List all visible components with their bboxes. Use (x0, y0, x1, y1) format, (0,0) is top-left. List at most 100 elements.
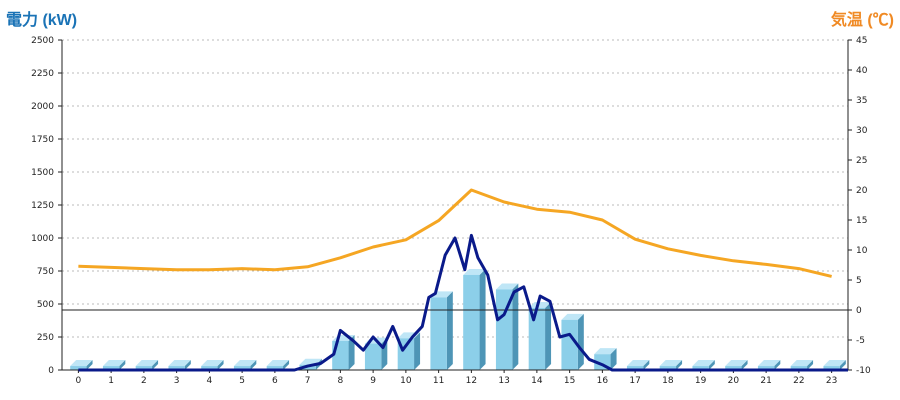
x-tick-label: 7 (305, 376, 311, 386)
left-tick-label: 750 (37, 267, 54, 277)
bar-top (823, 360, 846, 367)
bar-top (757, 360, 781, 367)
x-tick-label: 21 (760, 376, 771, 386)
bar-side (774, 360, 781, 370)
right-tick-label: 15 (856, 216, 867, 226)
left-tick-label: 2000 (31, 102, 54, 112)
x-tick-label: 9 (370, 376, 376, 386)
right-tick-label: 35 (856, 96, 867, 106)
bar-top (495, 283, 519, 290)
bar (659, 366, 677, 370)
bar-top (692, 360, 715, 367)
bar (561, 319, 578, 370)
bar (201, 366, 218, 370)
left-tick-label: 1500 (31, 168, 54, 178)
x-tick-label: 16 (597, 376, 609, 386)
bar-side (283, 360, 290, 370)
x-tick-label: 2 (141, 376, 147, 386)
bar-top (561, 313, 584, 320)
bar-side (577, 313, 584, 370)
bar-top (102, 360, 126, 367)
bar-side (708, 360, 715, 370)
bar-top (790, 360, 814, 367)
x-tick-label: 12 (466, 376, 477, 386)
right-tick-label: 30 (856, 126, 868, 136)
x-tick-label: 14 (531, 376, 543, 386)
left-tick-label: 1000 (31, 234, 54, 244)
bar-side (152, 360, 159, 370)
bar-side (741, 360, 748, 370)
x-tick-label: 10 (400, 376, 412, 386)
bar (233, 366, 251, 370)
x-tick-label: 15 (564, 376, 575, 386)
bar-side (676, 360, 683, 370)
bar-top (725, 360, 748, 367)
x-tick-label: 0 (76, 376, 82, 386)
left-tick-label: 1250 (31, 201, 54, 211)
right-tick-label: -10 (856, 366, 871, 376)
bar-top (168, 360, 191, 367)
bar-side (414, 332, 421, 370)
bar-side (184, 360, 191, 370)
x-tick-label: 22 (793, 376, 804, 386)
x-tick-label: 19 (695, 376, 707, 386)
x-tick-label: 18 (662, 376, 674, 386)
left-axis-title: 電力 (kW) (6, 12, 78, 29)
bar (102, 366, 120, 370)
bar (823, 366, 840, 370)
x-tick-label: 4 (207, 376, 213, 386)
bar-side (217, 360, 224, 370)
right-tick-label: 10 (856, 246, 868, 256)
bar-side (512, 283, 519, 370)
bar (757, 366, 775, 370)
left-tick-label: 500 (37, 300, 54, 310)
right-tick-label: 0 (856, 306, 862, 316)
bar (692, 366, 709, 370)
x-tick-label: 11 (433, 376, 444, 386)
bar (463, 274, 480, 370)
bar-top (594, 348, 617, 355)
bar-side (643, 360, 650, 370)
bar-top (528, 301, 552, 308)
x-tick-label: 13 (498, 376, 509, 386)
bar-top (70, 360, 93, 367)
bar (790, 366, 808, 370)
bar (626, 366, 644, 370)
left-tick-label: 2500 (31, 36, 54, 46)
bar-top (233, 360, 257, 367)
left-tick-label: 0 (48, 366, 54, 376)
bar-side (250, 360, 257, 370)
right-tick-label: 45 (856, 36, 867, 46)
power-line (78, 233, 848, 372)
bar-side (807, 360, 814, 370)
bar (332, 340, 349, 370)
bar-side (479, 268, 486, 370)
bar-side (839, 360, 846, 370)
bar (430, 297, 447, 370)
bar (725, 366, 742, 370)
right-tick-label: 25 (856, 156, 867, 166)
bar-side (86, 360, 93, 370)
bar-side (119, 360, 126, 370)
temperature-line (78, 188, 832, 278)
bar-top (135, 360, 159, 367)
right-tick-label: 20 (856, 186, 868, 196)
right-tick-label: 5 (856, 276, 862, 286)
bar-top (266, 360, 290, 367)
bar-side (610, 348, 617, 370)
bar (135, 366, 153, 370)
right-tick-label: 40 (856, 66, 868, 76)
bar (528, 307, 546, 370)
bar-top (626, 360, 650, 367)
bar-side (348, 334, 355, 370)
x-tick-label: 1 (108, 376, 114, 386)
right-tick-label: -5 (856, 336, 865, 346)
bar-side (545, 301, 552, 370)
left-tick-label: 2250 (31, 69, 54, 79)
left-tick-label: 250 (37, 333, 54, 343)
x-tick-label: 6 (272, 376, 278, 386)
bar (266, 366, 284, 370)
x-tick-label: 5 (239, 376, 245, 386)
x-tick-label: 23 (826, 376, 837, 386)
